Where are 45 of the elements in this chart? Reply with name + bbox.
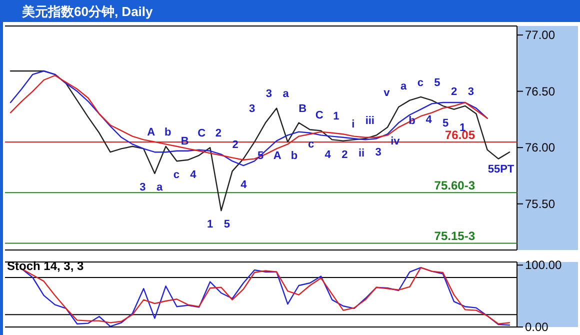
ref-line-label: 75.60-3 (434, 178, 476, 193)
annotation: 3 (140, 182, 146, 194)
annotation: c (173, 169, 180, 182)
annotation: C (198, 128, 206, 140)
annotation: 4 (426, 114, 433, 126)
annotation: 3 (266, 88, 272, 100)
annotation: 5 (442, 117, 449, 130)
y-tick-label: 76.00 (525, 140, 556, 155)
annotation: ii (358, 148, 365, 160)
y-tick-label: 100.00 (525, 258, 562, 272)
y-tick-label: 0.00 (525, 320, 549, 334)
annotation: B (298, 102, 307, 115)
annotation: 4 (240, 179, 248, 192)
annotation: 2 (232, 138, 238, 151)
annotation: a (282, 88, 290, 100)
annotation: 2 (342, 148, 348, 161)
annotation: a (400, 80, 408, 92)
annotation: 2 (215, 128, 222, 140)
annotation: b (290, 150, 298, 162)
annotation: iii (365, 115, 374, 128)
annotation: 2 (451, 86, 458, 98)
annotation: 1 (333, 110, 340, 123)
annotation: 5 (224, 218, 230, 231)
annotation: 5 (434, 76, 440, 89)
annotation: 3 (468, 86, 474, 98)
annotation: 55PT (488, 163, 514, 176)
annotation: 3 (249, 102, 256, 115)
annotation: C (315, 110, 324, 122)
annotation: 4 (190, 169, 198, 182)
annotation: A (147, 126, 156, 138)
y-tick-label: 76.50 (525, 84, 556, 98)
y-tick-label: 77.00 (525, 28, 556, 42)
annotation: c (417, 76, 424, 89)
chart-title: 美元指数60分钟, Daily (21, 4, 154, 19)
y-tick-label: 75.50 (525, 196, 556, 211)
annotation: b (164, 126, 172, 138)
ref-line-label: 75.15-3 (434, 229, 476, 244)
annotation: 4 (324, 148, 332, 161)
annotation: v (384, 87, 391, 99)
annotation: 3 (375, 146, 382, 159)
annotation: i (352, 118, 355, 131)
annotation: c (308, 138, 314, 151)
annotation: A (273, 150, 282, 162)
annotation: a (156, 182, 164, 194)
annotation: 1 (206, 218, 214, 231)
